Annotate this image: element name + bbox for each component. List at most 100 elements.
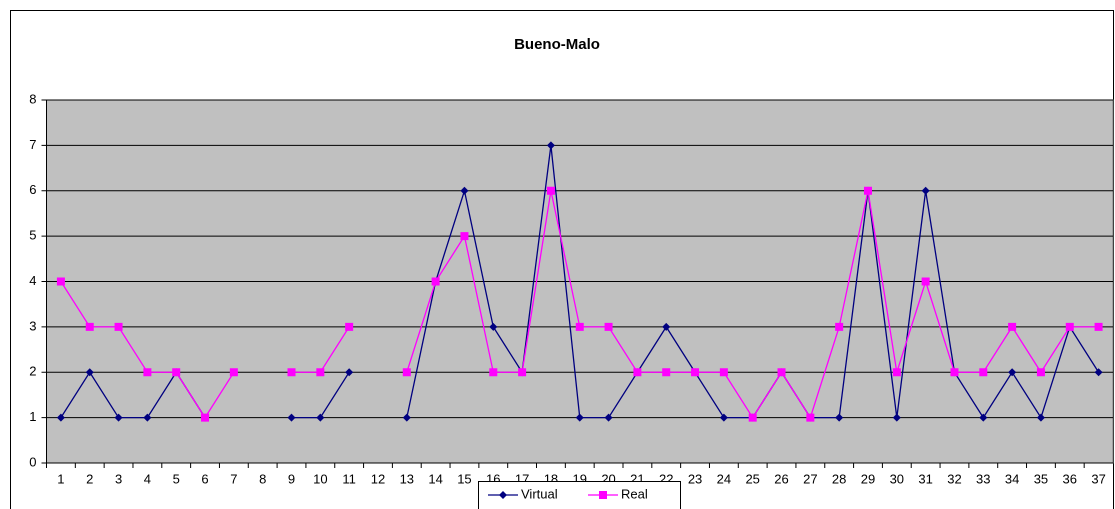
x-tick-label: 13 xyxy=(400,471,414,486)
point xyxy=(1008,368,1017,377)
point xyxy=(1065,322,1074,331)
x-tick-label: 24 xyxy=(717,471,731,486)
point xyxy=(489,322,498,331)
point xyxy=(892,368,901,377)
point xyxy=(114,322,123,331)
point xyxy=(719,413,728,422)
point xyxy=(835,413,844,422)
point xyxy=(287,368,296,377)
point xyxy=(863,186,872,195)
x-tick-label: 36 xyxy=(1063,471,1077,486)
point xyxy=(1036,368,1045,377)
point xyxy=(979,413,988,422)
x-tick-label: 33 xyxy=(976,471,990,486)
point xyxy=(633,368,642,377)
point xyxy=(950,368,959,377)
point xyxy=(777,368,786,377)
y-tick-label: 8 xyxy=(29,91,36,106)
x-tick-label: 4 xyxy=(144,471,151,486)
legend: Virtual Real xyxy=(478,481,681,509)
x-tick-label: 37 xyxy=(1091,471,1105,486)
x-tick-label: 14 xyxy=(428,471,442,486)
point xyxy=(546,141,555,150)
y-tick-label: 1 xyxy=(29,409,36,424)
x-tick-label: 10 xyxy=(313,471,327,486)
x-tick-label: 15 xyxy=(457,471,471,486)
x-tick-label: 7 xyxy=(230,471,237,486)
point xyxy=(460,186,469,195)
legend-marker xyxy=(599,491,607,499)
x-tick-label: 34 xyxy=(1005,471,1019,486)
point xyxy=(921,186,930,195)
point xyxy=(489,368,498,377)
point xyxy=(143,368,152,377)
x-tick-label: 23 xyxy=(688,471,702,486)
point xyxy=(345,368,354,377)
point xyxy=(719,368,728,377)
point xyxy=(114,413,123,422)
point xyxy=(56,277,65,286)
point xyxy=(604,322,613,331)
point xyxy=(892,413,901,422)
point xyxy=(56,413,65,422)
x-tick-label: 30 xyxy=(890,471,904,486)
point xyxy=(460,232,469,241)
point xyxy=(431,277,440,286)
x-tick-label: 12 xyxy=(371,471,385,486)
point xyxy=(316,413,325,422)
point xyxy=(806,413,815,422)
point xyxy=(402,413,411,422)
point xyxy=(546,186,555,195)
y-tick-label: 5 xyxy=(29,228,36,243)
x-tick-label: 9 xyxy=(288,471,295,486)
point xyxy=(201,413,210,422)
point xyxy=(575,322,584,331)
x-tick-label: 32 xyxy=(947,471,961,486)
x-tick-label: 2 xyxy=(86,471,93,486)
point xyxy=(979,368,988,377)
point xyxy=(691,368,700,377)
point xyxy=(604,413,613,422)
point xyxy=(921,277,930,286)
y-tick-label: 4 xyxy=(29,273,36,288)
x-tick-label: 6 xyxy=(201,471,208,486)
y-tick-label: 3 xyxy=(29,318,36,333)
legend-label: Virtual xyxy=(521,486,558,501)
point xyxy=(748,413,757,422)
y-tick-label: 2 xyxy=(29,364,36,379)
x-tick-label: 27 xyxy=(803,471,817,486)
point xyxy=(143,413,152,422)
y-tick-label: 0 xyxy=(29,454,36,469)
legend-marker xyxy=(499,491,507,499)
x-tick-label: 31 xyxy=(918,471,932,486)
x-tick-label: 29 xyxy=(861,471,875,486)
point xyxy=(402,368,411,377)
point xyxy=(345,322,354,331)
point xyxy=(316,368,325,377)
point xyxy=(229,368,238,377)
point xyxy=(287,413,296,422)
x-tick-label: 26 xyxy=(774,471,788,486)
point xyxy=(662,322,671,331)
point xyxy=(662,368,671,377)
chart-title: Bueno-Malo xyxy=(514,36,600,53)
x-tick-label: 3 xyxy=(115,471,122,486)
point xyxy=(1094,322,1103,331)
x-tick-label: 25 xyxy=(745,471,759,486)
x-tick-label: 11 xyxy=(342,471,356,486)
x-tick-label: 35 xyxy=(1034,471,1048,486)
point xyxy=(575,413,584,422)
y-tick-label: 6 xyxy=(29,182,36,197)
x-tick-label: 1 xyxy=(57,471,64,486)
legend-label: Real xyxy=(621,486,648,501)
point xyxy=(1094,368,1103,377)
point xyxy=(172,368,181,377)
x-tick-label: 5 xyxy=(173,471,180,486)
x-tick-label: 8 xyxy=(259,471,266,486)
point xyxy=(85,322,94,331)
point xyxy=(518,368,527,377)
point xyxy=(85,368,94,377)
point xyxy=(835,322,844,331)
